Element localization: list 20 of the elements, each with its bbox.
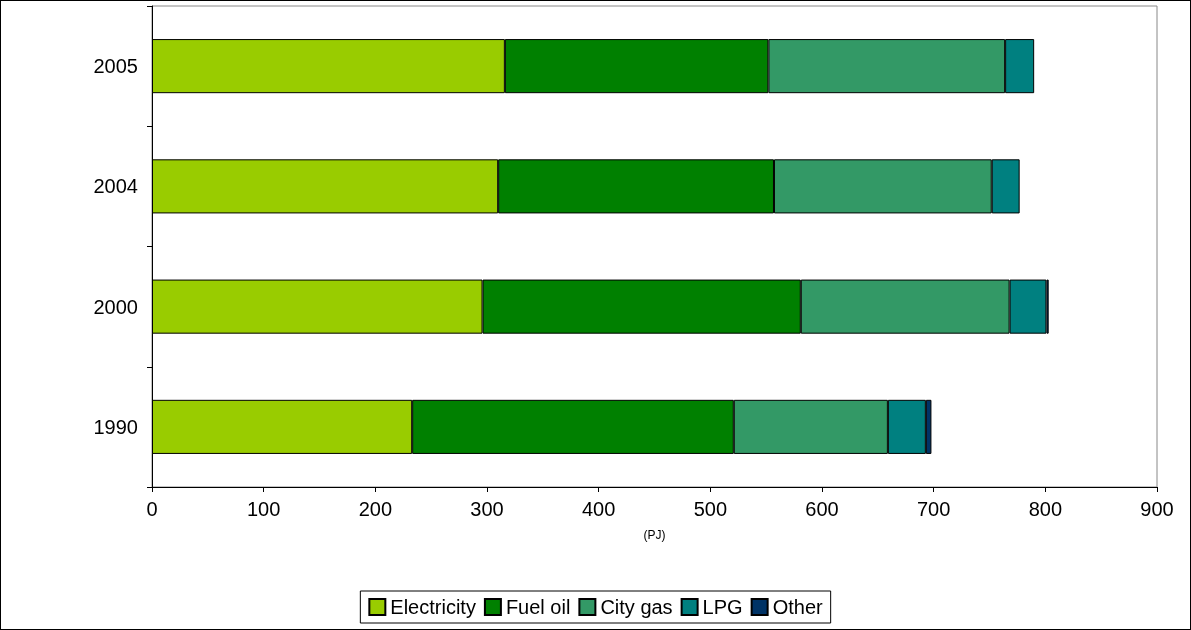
x-axis-title: (PJ) <box>643 528 666 542</box>
legend-label: LPG <box>702 596 743 618</box>
legend-label: Fuel oil <box>505 596 571 618</box>
x-tick-label: 700 <box>916 498 951 520</box>
legend-label: Other <box>772 596 823 618</box>
x-tick-label: 800 <box>1028 498 1063 520</box>
x-tick-label: 200 <box>358 498 393 520</box>
legend-label: Electricity <box>390 596 476 618</box>
legend-label: City gas <box>600 596 673 618</box>
x-tick-label: 100 <box>246 498 281 520</box>
x-tick-label: 400 <box>581 498 616 520</box>
x-tick-label: 600 <box>805 498 839 520</box>
y-tick-label: 2005 <box>93 55 138 78</box>
y-tick-label: 1990 <box>93 415 138 438</box>
y-tick-label: 2000 <box>93 295 138 318</box>
x-tick-label: 900 <box>1140 498 1174 520</box>
x-tick-label: 500 <box>693 498 728 520</box>
x-tick-label: 300 <box>470 498 504 520</box>
x-tick-label: 0 <box>146 498 158 520</box>
y-tick-label: 2004 <box>93 175 138 198</box>
